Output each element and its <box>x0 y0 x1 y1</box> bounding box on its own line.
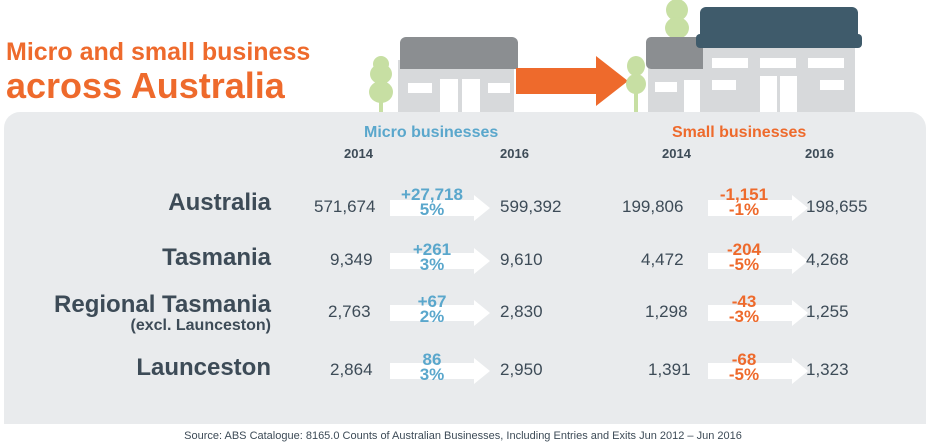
small-change: -204 -5% <box>726 240 762 274</box>
small-2016-value: 1,323 <box>806 360 849 379</box>
row-regional-tasmania: Regional Tasmania (excl. Launceston) 2,76… <box>0 292 926 340</box>
small-2014-value: 1,391 <box>648 360 691 379</box>
micro-2014-value: 2,763 <box>328 302 371 321</box>
small-year-to: 2016 <box>805 146 834 161</box>
row-tasmania: Tasmania 9,349 +261 3% 9,610 4,472 -204 -5… <box>0 238 926 286</box>
growth-arrow-icon <box>516 56 628 106</box>
change-arrow-icon <box>390 300 490 326</box>
change-arrow-icon <box>390 358 490 384</box>
large-shop-icon <box>696 7 862 118</box>
micro-2016-value: 9,610 <box>500 250 543 269</box>
micro-2014-value: 571,674 <box>314 197 376 216</box>
small-change: -68 -5% <box>728 350 760 384</box>
row-australia: Australia 571,674 +27,718 5% 599,392 199,… <box>0 183 926 231</box>
micro-year-to: 2016 <box>500 146 529 161</box>
micro-change: 86 3% <box>419 350 445 384</box>
small-2014-value: 4,472 <box>641 250 684 269</box>
small-2016-value: 4,268 <box>806 250 849 269</box>
small-change: -1,151 -1% <box>719 185 769 219</box>
micro-change: +67 2% <box>417 292 447 326</box>
micro-year-from: 2014 <box>344 146 373 161</box>
source-note: Source: ABS Catalogue: 8165.0 Counts of … <box>184 430 742 442</box>
change-arrow-icon <box>390 248 490 274</box>
row-launceston: Launceston 2,864 86 3% 2,950 1,391 -68 -5%… <box>0 348 926 396</box>
small-shop-icon <box>646 37 710 118</box>
region-sublabel: (excl. Launceston) <box>130 317 271 334</box>
title-line-1: Micro and small business <box>6 38 311 66</box>
micro-2016-value: 2,830 <box>500 302 543 321</box>
region-label: Regional Tasmania (excl. Launceston) <box>54 291 271 334</box>
region-label: Tasmania <box>162 244 271 271</box>
small-2014-value: 199,806 <box>622 197 684 216</box>
region-label: Australia <box>168 189 271 216</box>
change-arrow-icon <box>390 195 490 221</box>
small-2014-value: 1,298 <box>645 302 688 321</box>
micro-businesses-header: Micro businesses <box>364 124 499 141</box>
shops-illustration <box>369 0 862 118</box>
change-arrow-icon <box>708 195 808 221</box>
small-2016-value: 1,255 <box>806 302 849 321</box>
micro-change: +27,718 5% <box>401 185 463 219</box>
small-businesses-header: Small businesses <box>672 124 807 141</box>
change-arrow-icon <box>708 300 808 326</box>
micro-change: +261 3% <box>412 240 452 274</box>
tree-icon <box>369 56 393 118</box>
small-change: -43 -3% <box>728 292 760 326</box>
micro-2014-value: 9,349 <box>330 250 373 269</box>
change-arrow-icon <box>708 358 808 384</box>
micro-2014-value: 2,864 <box>330 360 373 379</box>
small-year-from: 2014 <box>662 146 691 161</box>
tree-icon <box>626 0 689 118</box>
small-shop-icon <box>398 37 518 118</box>
small-2016-value: 198,655 <box>806 197 868 216</box>
change-arrow-icon <box>708 248 808 274</box>
region-label: Launceston <box>136 354 271 381</box>
micro-2016-value: 599,392 <box>500 197 562 216</box>
micro-2016-value: 2,950 <box>500 360 543 379</box>
title-line-2: across Australia <box>6 65 285 106</box>
